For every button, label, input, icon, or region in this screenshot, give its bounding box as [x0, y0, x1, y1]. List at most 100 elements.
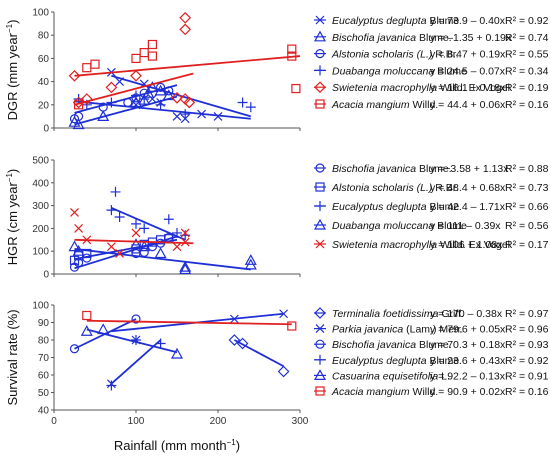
- y-tick-label: 90: [38, 318, 50, 329]
- x-tick-label: 300: [292, 416, 309, 427]
- legend-label: Duabanga moluccana Blume: [332, 65, 467, 77]
- y-tick-label: 100: [32, 8, 49, 19]
- regression-equation: y = 70.3 + 0.18x: [430, 339, 506, 351]
- x-axis-label: Rainfall (mm month−1): [114, 438, 240, 453]
- y-tick-label: 60: [38, 54, 50, 65]
- data-point: [72, 244, 85, 256]
- legend-label: Acacia mangium Willd.: [331, 386, 438, 398]
- data-point: [244, 258, 257, 270]
- r-squared: R² = 0.74: [505, 32, 549, 44]
- data-point: [147, 94, 157, 104]
- data-point: [171, 91, 183, 104]
- series-1: Terminalia foetidissima Griff.y = 170 – …: [228, 307, 549, 378]
- regression-equation: y = 48.4 + 0.68x: [430, 182, 506, 194]
- y-axis-label: Survival rate (%): [5, 309, 20, 405]
- data-point: [172, 111, 182, 121]
- data-point: [82, 310, 92, 321]
- data-point: [106, 97, 117, 108]
- regression-equation: y = 90.9 + 0.02x: [430, 386, 506, 398]
- data-point: [180, 228, 190, 238]
- y-tick-label: 70: [38, 353, 50, 364]
- chart-panel-3: 40 50 60 70 80 90 100 0 100 200 300 Survival rate (…: [5, 301, 549, 454]
- series-1: Bischofia javanica Blume.y =−3.58 + 1.13…: [69, 163, 549, 272]
- regression-equation: y = 23.6 + 0.43x: [430, 355, 506, 367]
- data-point: [115, 249, 125, 258]
- r-squared: R² = 0.16: [505, 386, 549, 398]
- data-point: [131, 335, 141, 345]
- r-squared: R² = 0.97: [505, 308, 549, 320]
- data-point: [179, 263, 192, 275]
- r-squared: R² = 0.91: [505, 370, 549, 382]
- trend-line: [74, 248, 251, 271]
- y-tick-label: 20: [38, 100, 50, 111]
- data-point: [106, 242, 116, 252]
- data-point: [179, 260, 192, 272]
- trend-line: [74, 95, 178, 126]
- series-3: Alstonia scholaris (L.) R.Br.y = 8.47 + …: [69, 49, 549, 124]
- data-point: [68, 240, 81, 252]
- y-tick-label: 200: [32, 224, 49, 235]
- data-point: [179, 11, 192, 24]
- data-point: [129, 238, 143, 249]
- y-tick-label: 300: [32, 201, 49, 212]
- data-point: [69, 344, 80, 354]
- legend-label: Acacia mangium Willd.: [331, 99, 438, 111]
- chart-panel-2: 0 100 200 300 400 500 HGR (cm year−1) Bischofia…: [5, 156, 549, 281]
- data-point: [180, 237, 190, 247]
- y-tick-label: 0: [43, 270, 49, 281]
- data-point: [277, 365, 290, 378]
- trend-line: [74, 55, 301, 77]
- y-tick-label: 80: [38, 336, 50, 347]
- data-point: [97, 110, 110, 122]
- r-squared: R² = 0.56: [505, 220, 549, 232]
- data-point: [110, 186, 121, 197]
- r-squared: R² = 0.66: [505, 201, 549, 213]
- x-tick-label: 100: [128, 416, 145, 427]
- data-point: [245, 102, 256, 113]
- legend-label: Bischofia javanica Blume.: [332, 339, 452, 351]
- regression-equation: y = 92.2 – 0.13x: [430, 370, 506, 382]
- legend-label: Bischofia javanica Blume.: [332, 163, 452, 175]
- x-tick-label: 200: [210, 416, 227, 427]
- data-point: [131, 314, 141, 324]
- y-axis-label: HGR (cm year−1): [5, 169, 20, 266]
- data-point: [164, 86, 174, 96]
- series-6: Acacia mangium Willd.y = 44.4 + 0.06x R² …: [73, 39, 549, 111]
- data-point: [70, 208, 79, 217]
- y-tick-label: 40: [38, 406, 50, 417]
- legend-label: Bischofia javanica Blume.: [332, 32, 452, 44]
- data-point: [138, 240, 151, 252]
- data-point: [179, 23, 192, 36]
- data-point: [244, 254, 257, 265]
- r-squared: R² = 0.88: [505, 163, 549, 175]
- r-squared: R² = 0.55: [505, 49, 549, 61]
- data-point: [139, 223, 150, 234]
- regression-equation: y = 111 – 0.39x: [430, 220, 501, 232]
- data-point: [180, 230, 191, 241]
- data-point: [180, 109, 191, 120]
- data-point: [229, 314, 239, 324]
- y-tick-label: 40: [38, 77, 50, 88]
- data-point: [287, 44, 297, 54]
- data-point: [139, 47, 149, 58]
- data-point: [115, 77, 125, 87]
- y-tick-label: 50: [38, 388, 50, 399]
- regression-equation: y = 42.4 – 1.71x: [430, 201, 506, 213]
- data-point: [156, 82, 166, 93]
- data-point: [163, 214, 174, 225]
- legend-label: Alstonia scholaris (L.) R.Br.: [331, 49, 459, 61]
- data-point: [236, 337, 249, 350]
- data-point: [147, 51, 157, 61]
- data-point: [170, 347, 184, 359]
- x-tick-label: 0: [51, 416, 57, 427]
- data-point: [82, 235, 92, 245]
- legend-label: Casuarina equisetifolia L.: [332, 370, 450, 382]
- data-point: [123, 97, 133, 108]
- data-point: [74, 223, 84, 233]
- data-point: [105, 81, 118, 94]
